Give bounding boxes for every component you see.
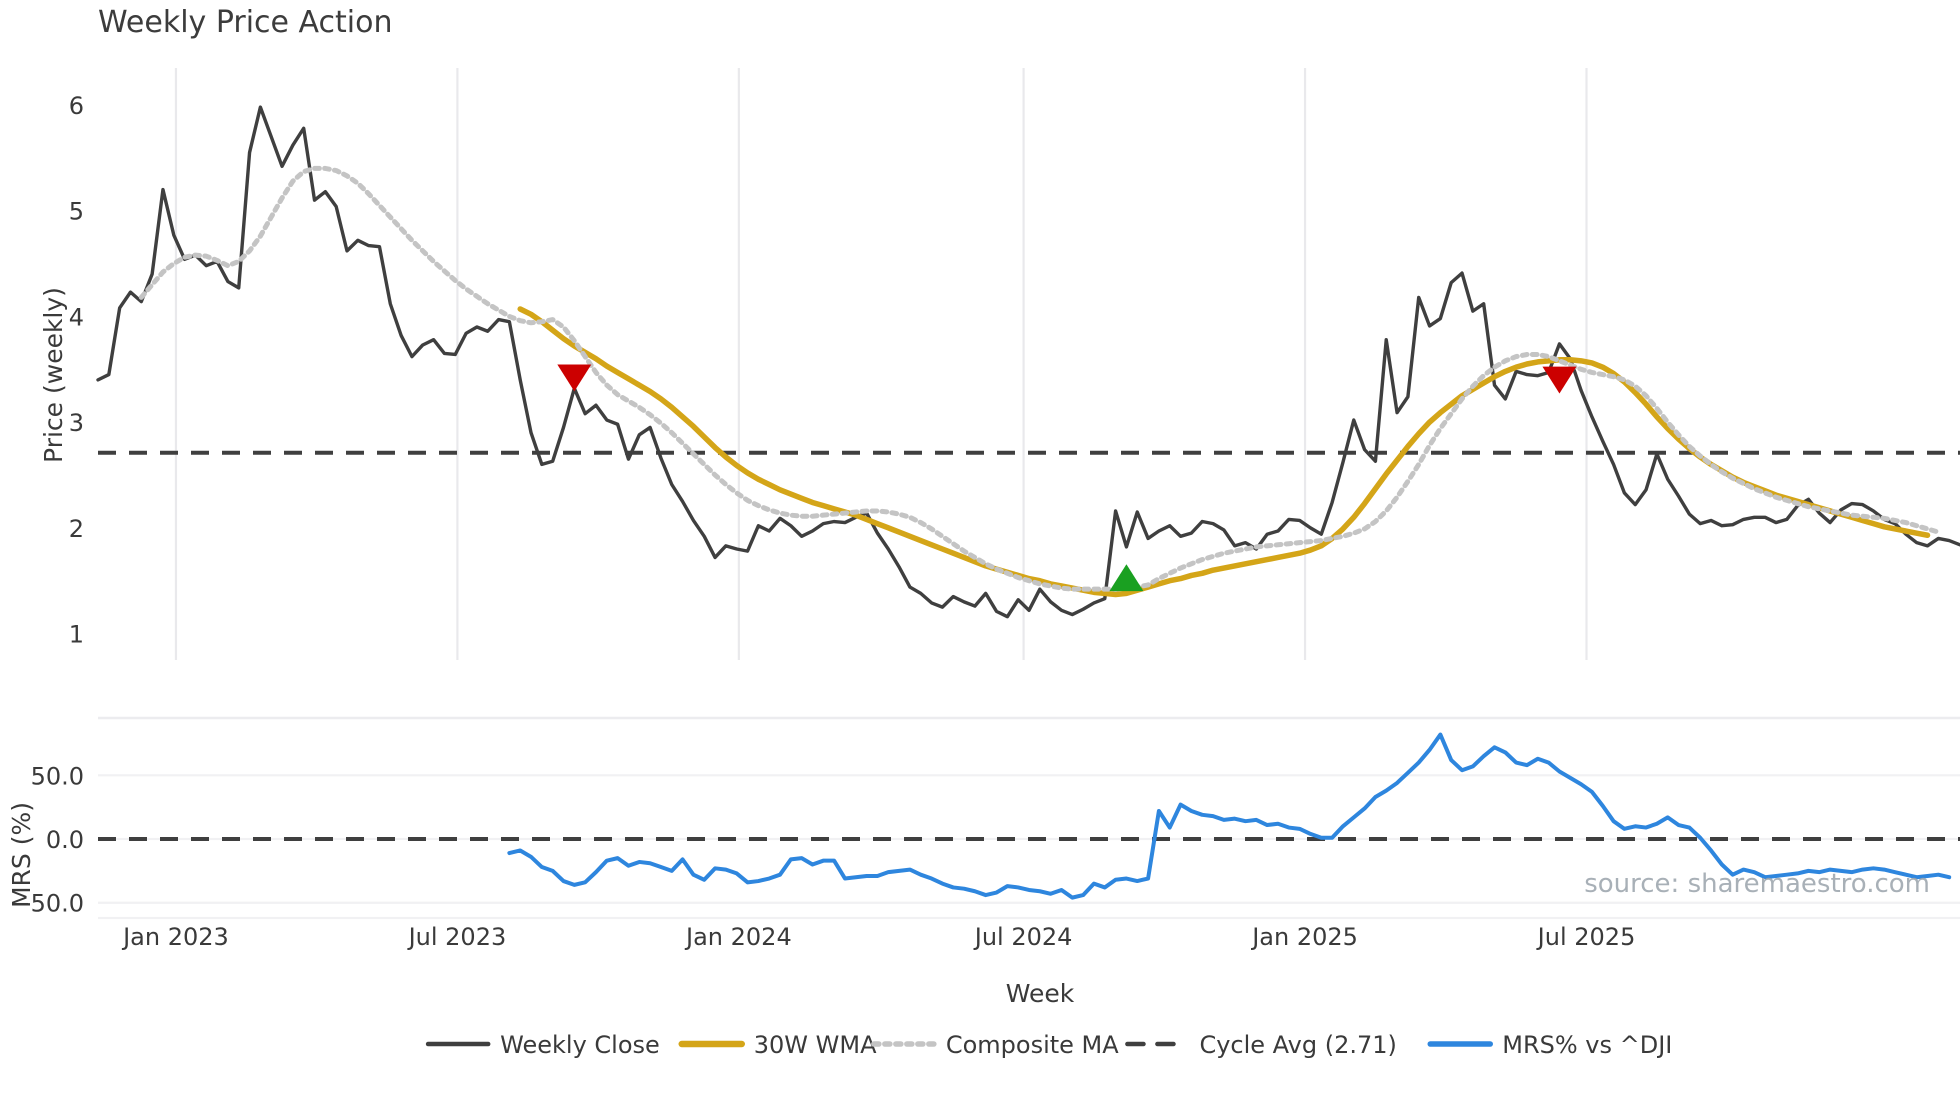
source-watermark: source: sharemaestro.com [1584, 869, 1930, 899]
price-y-tick-label: 5 [69, 198, 84, 226]
mrs-panel: −50.0 0.0 50.0 MRS (%) source: sharemaestr… [7, 716, 1960, 920]
legend-label-mrs: MRS% vs ^DJI [1502, 1031, 1672, 1059]
price-y-tick-label: 3 [69, 409, 84, 437]
x-axis: Jan 2023 Jul 2023 Jan 2024 Jul 2024 Jan 2025… [121, 923, 1635, 1008]
price-y-axis-ticks: 1 2 3 4 5 6 [69, 92, 84, 649]
legend-item-wma30[interactable]: 30W WMA [678, 1031, 877, 1059]
legend-label-wma30: 30W WMA [754, 1031, 877, 1059]
price-y-tick-label: 2 [69, 515, 84, 543]
price-y-axis-label: Price (weekly) [39, 287, 68, 463]
mrs-y-tick-label: 0.0 [46, 826, 84, 854]
signal-markers-group [557, 364, 1577, 592]
legend-label-weekly_close: Weekly Close [500, 1031, 660, 1059]
legend-item-composite_ma[interactable]: Composite MA [871, 1031, 1119, 1059]
legend-item-mrs[interactable]: MRS% vs ^DJI [1427, 1031, 1672, 1059]
price-panel: 1 2 3 4 5 6 Price (weekly) [39, 68, 1960, 660]
mrs-series-group [507, 732, 1952, 900]
mrs-y-tick-label: 50.0 [31, 762, 84, 790]
sell-marker-1-icon [557, 364, 592, 392]
x-tick-label: Jul 2025 [1536, 923, 1636, 951]
series-line-mrs [507, 732, 1952, 900]
price-y-tick-label: 6 [69, 92, 84, 120]
mrs-gridlines [98, 716, 1960, 920]
price-y-tick-label: 4 [69, 303, 84, 331]
x-tick-label: Jan 2025 [1250, 923, 1358, 951]
x-axis-ticks: Jan 2023 Jul 2023 Jan 2024 Jul 2024 Jan 2025… [121, 923, 1635, 951]
legend-label-composite_ma: Composite MA [946, 1031, 1119, 1059]
x-axis-label: Week [1006, 979, 1075, 1008]
x-tick-label: Jul 2023 [407, 923, 507, 951]
price-series-group [96, 105, 1960, 619]
legend-item-weekly_close[interactable]: Weekly Close [425, 1031, 660, 1059]
series-line-composite_ma [138, 165, 1941, 592]
buy-marker-1-icon [1109, 564, 1144, 592]
x-tick-label: Jul 2024 [973, 923, 1073, 951]
mrs-y-tick-label: −50.0 [10, 890, 84, 918]
x-tick-label: Jan 2023 [121, 923, 229, 951]
mrs-y-axis-ticks: −50.0 0.0 50.0 [10, 762, 84, 917]
page-title: Weekly Price Action [98, 5, 393, 40]
mrs-y-axis-label: MRS (%) [7, 802, 36, 908]
chart-legend: Weekly Close 30W WMA Composite MA Cycle Avg… [425, 1031, 1672, 1059]
x-tick-label: Jan 2024 [684, 923, 792, 951]
legend-label-cycle_avg: Cycle Avg (2.71) [1199, 1031, 1396, 1059]
price-y-tick-label: 1 [69, 621, 84, 649]
legend-item-cycle_avg[interactable]: Cycle Avg (2.71) [1125, 1031, 1397, 1059]
sell-marker-2-icon [1542, 366, 1577, 394]
series-line-weekly_close [96, 105, 1960, 619]
